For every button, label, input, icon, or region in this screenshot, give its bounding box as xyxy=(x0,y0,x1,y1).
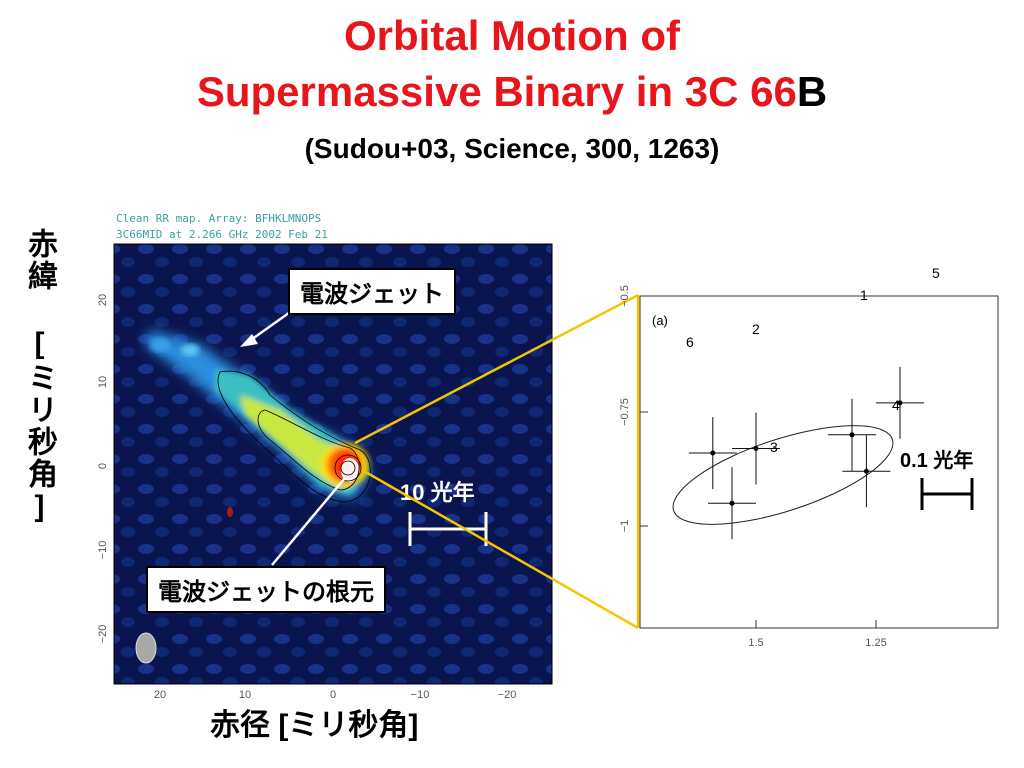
scale-bar-left: 10 光年 xyxy=(400,480,488,546)
map-header-line-2: 3C66MID at 2.266 GHz 2002 Feb 21 xyxy=(116,228,328,241)
point-label-3: 3 xyxy=(770,439,778,455)
plot-x-ticks: 1.5 1.25 xyxy=(748,620,887,649)
title-line-2-red: Supermassive Binary in 3C 66 xyxy=(196,68,797,115)
plot-frame xyxy=(639,295,999,629)
map-x-ticks: 20 10 0 −10 −20 xyxy=(154,689,516,701)
point-label-6: 6 xyxy=(686,334,694,350)
data-points xyxy=(688,366,924,540)
map-header-line-1: Clean RR map. Array: BFHKLMNOPS xyxy=(116,212,321,225)
point-marker-6 xyxy=(710,450,716,456)
point-label-5: 5 xyxy=(932,265,940,281)
data-point-3 xyxy=(732,412,780,485)
svg-text:20: 20 xyxy=(97,294,109,306)
data-point-4 xyxy=(876,366,924,439)
callout-jet: 電波ジェット xyxy=(288,268,456,315)
svg-text:1.25: 1.25 xyxy=(865,637,886,649)
point-marker-3 xyxy=(753,445,759,451)
svg-text:−0.75: −0.75 xyxy=(619,398,631,426)
point-label-4: 4 xyxy=(892,397,900,413)
svg-text:0: 0 xyxy=(97,463,109,469)
svg-text:−10: −10 xyxy=(411,689,430,701)
point-marker-5 xyxy=(863,468,869,474)
x-axis-label: 赤径 [ミリ秒角] xyxy=(210,709,419,742)
svg-text:10: 10 xyxy=(239,689,251,701)
svg-text:−10: −10 xyxy=(97,541,109,560)
point-label-1: 1 xyxy=(860,287,868,303)
zoom-connectors xyxy=(354,293,640,630)
plot-y-ticks: −0.5 −0.75 −1 xyxy=(619,285,648,532)
root-pointer-line xyxy=(271,477,346,566)
svg-text:−20: −20 xyxy=(498,689,517,701)
svg-text:−0.5: −0.5 xyxy=(619,285,631,307)
scale-bar-right: 0.1 光年 xyxy=(900,448,974,510)
beam-ellipse xyxy=(135,632,157,664)
scale-right-label: 0.1 光年 xyxy=(900,448,973,472)
point-marker-1 xyxy=(849,432,855,438)
scale-left-label: 10 光年 xyxy=(400,480,475,505)
data-point-6 xyxy=(688,417,737,490)
orbit-plot: (a) −0.5 −0.75 −1 1.5 1.25 1 2 3 4 5 6 xyxy=(619,265,999,649)
data-point-2 xyxy=(708,467,756,540)
svg-text:1.5: 1.5 xyxy=(748,637,763,649)
title-line-2: Supermassive Binary in 3C 66B xyxy=(0,68,1024,116)
orbit-ellipse xyxy=(672,425,894,525)
svg-text:10: 10 xyxy=(97,376,109,388)
data-point-1 xyxy=(828,398,876,471)
citation: (Sudou+03, Science, 300, 1263) xyxy=(304,133,720,164)
jet-core xyxy=(341,458,359,482)
point-marker-4 xyxy=(897,400,903,406)
callout-jet-root: 電波ジェットの根元 xyxy=(146,566,386,613)
svg-text:20: 20 xyxy=(154,689,166,701)
panel-label: (a) xyxy=(652,313,668,328)
title-line-1: Orbital Motion of xyxy=(344,12,680,59)
svg-text:−20: −20 xyxy=(97,625,109,644)
point-labels: 1 2 3 4 5 6 xyxy=(686,265,940,455)
svg-text:0: 0 xyxy=(330,689,336,701)
point-marker-2 xyxy=(729,500,735,506)
title-line-2-black: B xyxy=(796,68,828,115)
point-label-2: 2 xyxy=(752,321,760,337)
data-point-5 xyxy=(842,435,891,508)
svg-text:−1: −1 xyxy=(619,520,631,533)
map-y-ticks: 20 10 0 −10 −20 xyxy=(97,294,109,643)
y-axis-label: 赤緯 [ミリ秒角] xyxy=(23,228,56,525)
